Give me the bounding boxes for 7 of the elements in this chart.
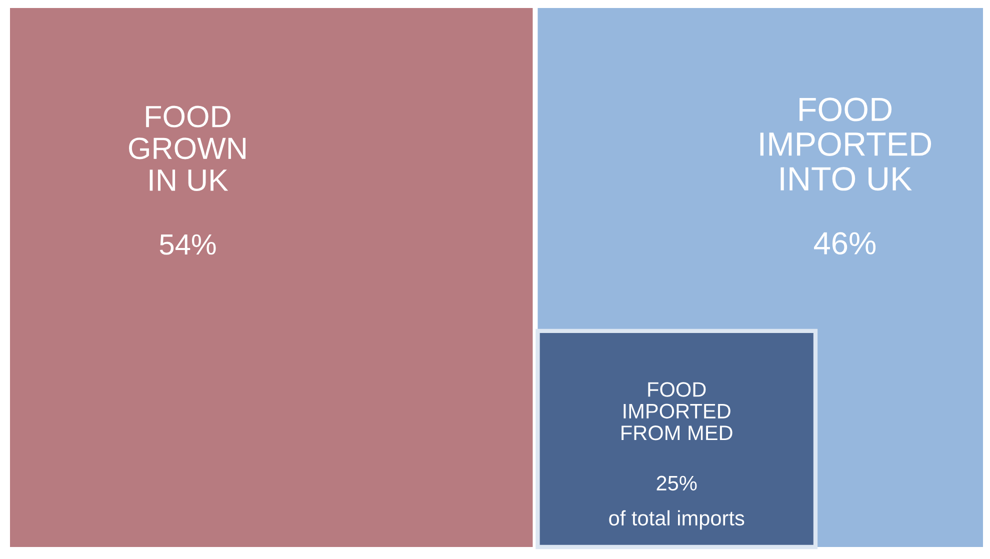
data-label: 54%: [160, 234, 216, 255]
text: of total imports: [609, 510, 744, 530]
category-label: FOOD GROWN IN UK: [129, 106, 246, 192]
data-label: 46%: [814, 232, 876, 254]
category-label: FOOD IMPORTED INTO UK: [760, 98, 932, 191]
data-label: 25%: [656, 476, 697, 491]
category-label: FOOD IMPORTED FROM MED: [622, 382, 732, 440]
